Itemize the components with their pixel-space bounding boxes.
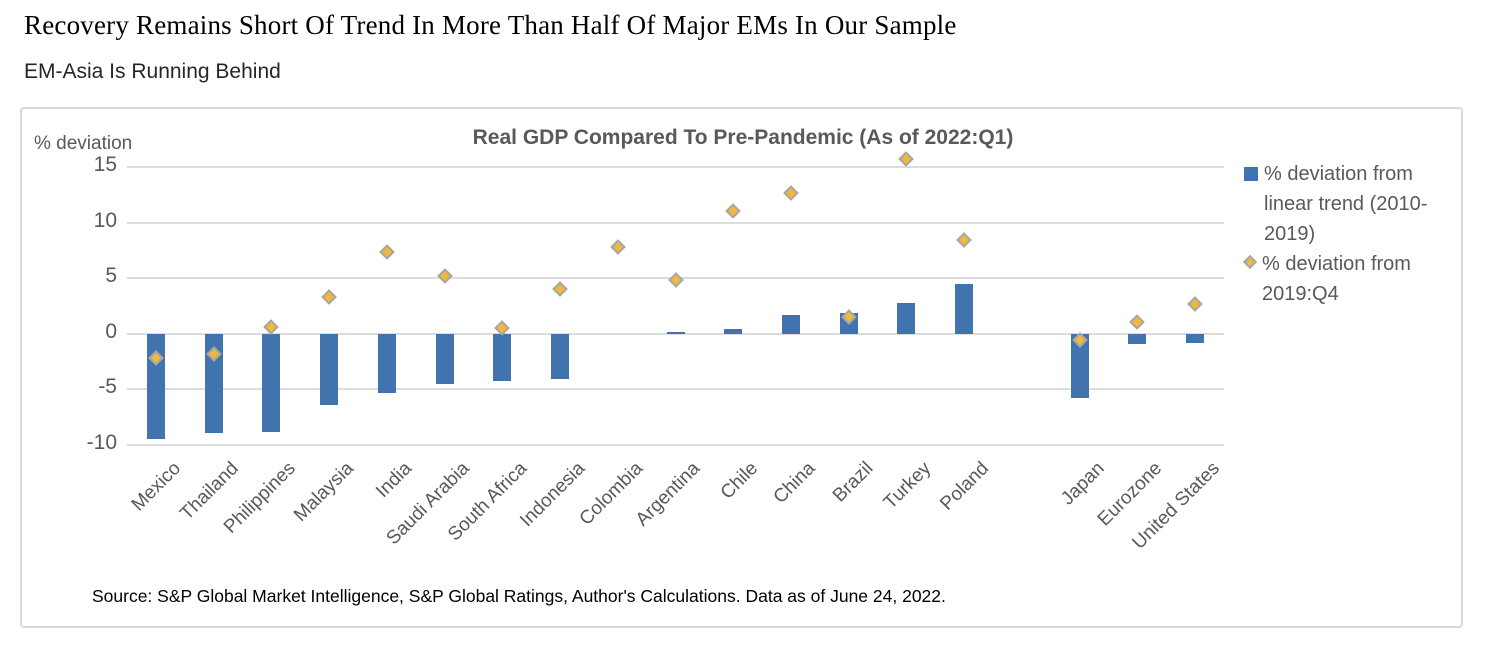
gridline [127, 444, 1224, 446]
y-axis-tick: -10 [86, 431, 117, 454]
source-note: Source: S&P Global Market Intelligence, … [92, 586, 946, 606]
diamond-marker [1187, 295, 1203, 312]
bar [262, 333, 281, 432]
diamond-marker [898, 151, 915, 167]
y-axis-title: % deviation [34, 133, 133, 154]
y-axis-tick: 5 [105, 264, 117, 288]
gridline [127, 166, 1224, 168]
bar [955, 283, 974, 334]
plot-area [127, 151, 1224, 446]
legend: % deviation from linear trend (2010-2019… [1242, 159, 1449, 309]
x-axis-label: Brazil [829, 458, 878, 507]
bar [377, 333, 396, 393]
y-axis-tick: 15 [93, 153, 117, 176]
gridline [127, 221, 1224, 224]
legend-label: % deviation from linear trend (2010-2019… [1264, 163, 1428, 245]
x-axis-label: Japan [1057, 458, 1109, 510]
diamond-marker [667, 272, 684, 289]
bar [897, 302, 916, 334]
x-axis-label: Poland [936, 458, 994, 515]
x-axis-label: India [371, 458, 416, 502]
bar [666, 331, 685, 334]
diamond-marker [552, 281, 568, 298]
bar [551, 333, 570, 380]
x-axis-label: Malaysia [290, 458, 358, 526]
x-axis-label: Chile [716, 458, 763, 504]
gridline [127, 388, 1224, 391]
gridline [127, 332, 1224, 335]
legend-diamond-swatch-icon [1242, 254, 1258, 270]
y-axis-tick: -5 [98, 375, 117, 399]
y-axis-tick: 0 [105, 319, 117, 343]
diamond-marker [379, 243, 395, 260]
diamond-marker [321, 289, 337, 305]
chart-title: Real GDP Compared To Pre-Pandemic (As of… [472, 126, 1014, 149]
diamond-marker [725, 203, 742, 220]
bar [724, 329, 743, 334]
x-axis-label: China [769, 458, 820, 508]
y-axis-tick: 10 [93, 208, 117, 232]
diamond-marker [436, 268, 453, 284]
legend-item-trend-deviation: % deviation from linear trend (2010-2019… [1244, 159, 1449, 249]
diamond-marker [783, 184, 799, 201]
bar [493, 333, 512, 381]
page-title: Recovery Remains Short Of Trend In More … [24, 10, 957, 40]
bar [781, 314, 800, 334]
diamond-marker [609, 239, 626, 255]
legend-bar-swatch-icon [1244, 167, 1258, 181]
diamond-marker [956, 232, 972, 249]
legend-label: % deviation from 2019:Q4 [1262, 253, 1411, 305]
chart-panel: % deviation Real GDP Compared To Pre-Pan… [20, 107, 1463, 628]
bar [435, 333, 454, 384]
legend-item-2019q4-deviation: % deviation from 2019:Q4 [1242, 249, 1449, 309]
bar [204, 333, 223, 433]
page-subtitle: EM-Asia Is Running Behind [24, 60, 281, 83]
x-axis-label: Turkey [879, 458, 936, 514]
bar [1070, 333, 1089, 399]
bar [320, 333, 339, 405]
bar [1186, 333, 1205, 343]
diamond-marker [1129, 313, 1146, 330]
bar [1128, 333, 1147, 344]
